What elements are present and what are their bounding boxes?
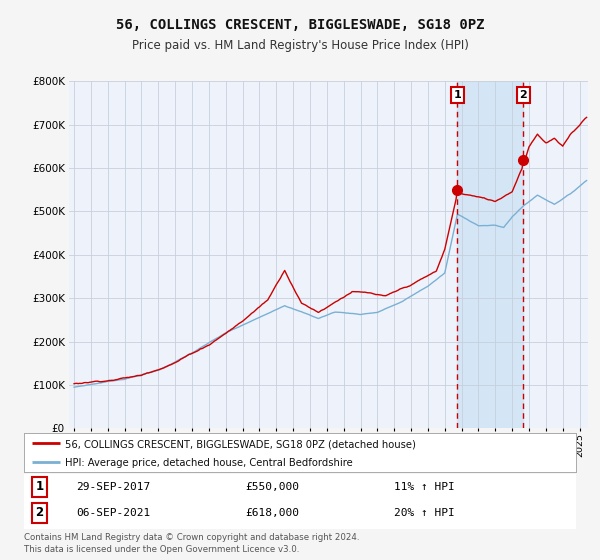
Text: 56, COLLINGS CRESCENT, BIGGLESWADE, SG18 0PZ: 56, COLLINGS CRESCENT, BIGGLESWADE, SG18… <box>116 18 484 32</box>
Text: £618,000: £618,000 <box>245 508 299 518</box>
Text: 2: 2 <box>520 90 527 100</box>
Text: 2: 2 <box>35 506 44 519</box>
Text: HPI: Average price, detached house, Central Bedfordshire: HPI: Average price, detached house, Cent… <box>65 458 353 468</box>
Text: £550,000: £550,000 <box>245 482 299 492</box>
Text: 11% ↑ HPI: 11% ↑ HPI <box>394 482 455 492</box>
Text: 06-SEP-2021: 06-SEP-2021 <box>76 508 151 518</box>
Text: 1: 1 <box>35 480 44 493</box>
Bar <box>457 81 523 428</box>
Text: 29-SEP-2017: 29-SEP-2017 <box>76 482 151 492</box>
Text: 1: 1 <box>454 90 461 100</box>
Text: 56, COLLINGS CRESCENT, BIGGLESWADE, SG18 0PZ (detached house): 56, COLLINGS CRESCENT, BIGGLESWADE, SG18… <box>65 439 416 449</box>
Text: Price paid vs. HM Land Registry's House Price Index (HPI): Price paid vs. HM Land Registry's House … <box>131 39 469 52</box>
Text: Contains HM Land Registry data © Crown copyright and database right 2024.
This d: Contains HM Land Registry data © Crown c… <box>24 533 359 554</box>
Text: 20% ↑ HPI: 20% ↑ HPI <box>394 508 455 518</box>
